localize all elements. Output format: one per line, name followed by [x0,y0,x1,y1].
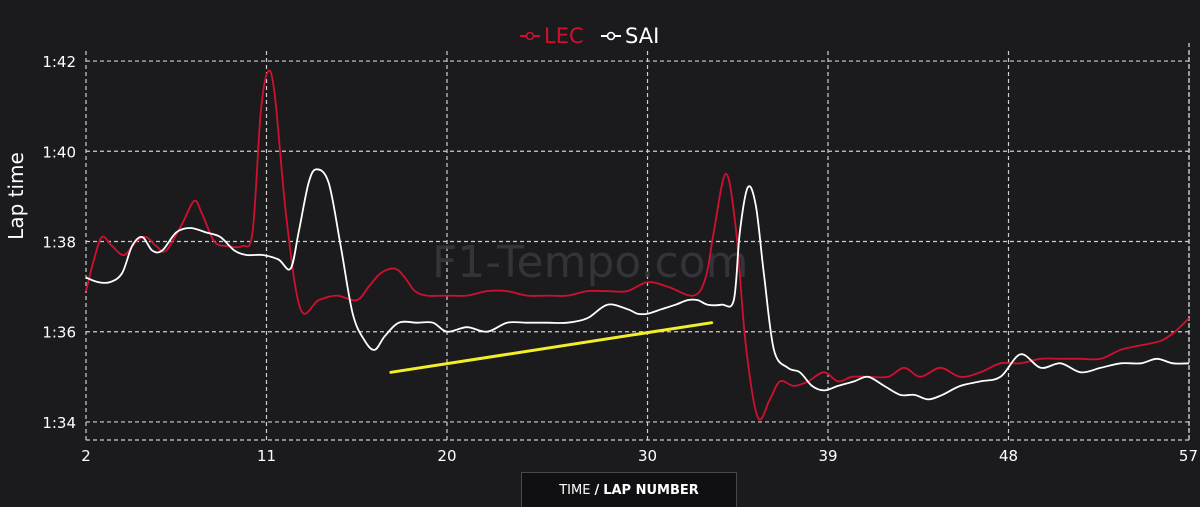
series-lines [85,69,1190,421]
x-axis-title-lap: LAP NUMBER [603,482,699,498]
x-tick-label: 57 [1179,447,1198,465]
legend-label: SAI [625,24,659,48]
x-tick-label: 20 [437,447,456,465]
x-axis-title-time: TIME [559,482,591,498]
x-axis-title[interactable]: TIME / LAP NUMBER [521,472,737,507]
y-tick-label: 1:42 [42,53,76,71]
x-tick-label: 39 [818,447,837,465]
x-tick-label: 30 [638,447,657,465]
y-axis-title[interactable]: Lap time [4,152,28,240]
y-tick-label: 1:38 [42,234,76,252]
y-tick-label: 1:36 [42,324,76,342]
y-axis-ticks: 1:34 1:36 1:38 1:40 1:42 [42,53,76,432]
grid-lines [85,43,1190,441]
x-axis-ticks: 2 11 20 30 39 48 57 [81,447,1198,465]
x-axis-title-separator: / [594,482,600,498]
legend: LEC SAI [520,24,659,48]
y-tick-label: 1:40 [42,143,76,161]
legend-marker [525,31,535,41]
legend-item-sai[interactable]: SAI [601,24,659,48]
y-tick-label: 1:34 [42,414,76,432]
x-tick-label: 48 [999,447,1018,465]
legend-item-lec[interactable]: LEC [520,24,584,48]
x-tick-label: 11 [257,447,276,465]
legend-marker [606,31,616,41]
series-line-lec[interactable] [85,69,1190,421]
trend-annotation-line [389,321,714,374]
x-tick-label: 2 [81,447,91,465]
legend-label: LEC [544,24,584,48]
series-line-sai[interactable] [85,168,1190,401]
watermark: F1-Tempo.com [432,237,749,288]
